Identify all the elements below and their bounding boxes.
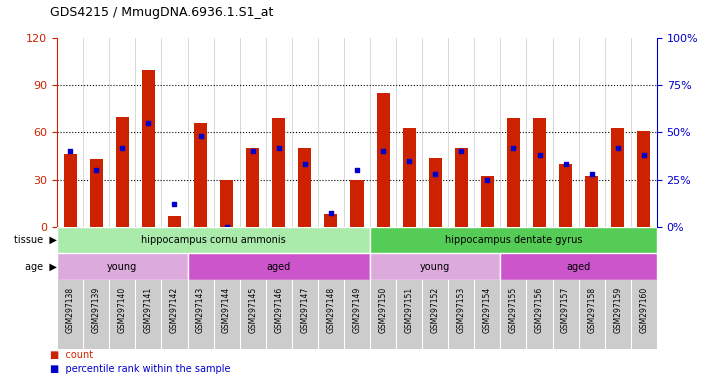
Bar [501, 253, 657, 280]
Text: aged: aged [266, 262, 291, 272]
Bar [370, 253, 501, 280]
Text: GSM297144: GSM297144 [222, 287, 231, 333]
Text: GSM297150: GSM297150 [378, 287, 388, 333]
Text: GSM297154: GSM297154 [483, 287, 492, 333]
Point [116, 144, 128, 151]
Text: GSM297140: GSM297140 [118, 287, 127, 333]
Point [195, 133, 206, 139]
Text: GSM297142: GSM297142 [170, 287, 179, 333]
Text: ■  percentile rank within the sample: ■ percentile rank within the sample [50, 364, 231, 374]
Bar [64, 154, 76, 227]
Bar [188, 253, 370, 280]
Text: GSM297155: GSM297155 [509, 287, 518, 333]
Bar [428, 157, 442, 227]
Text: GSM297138: GSM297138 [66, 287, 75, 333]
Text: GSM297147: GSM297147 [301, 287, 309, 333]
Bar [351, 180, 363, 227]
Text: GSM297148: GSM297148 [326, 287, 336, 333]
Bar [638, 131, 650, 227]
Text: GSM297153: GSM297153 [457, 287, 466, 333]
Point [273, 144, 284, 151]
Bar [90, 159, 103, 227]
Point [299, 161, 311, 167]
Bar [168, 215, 181, 227]
Bar [57, 227, 370, 253]
Text: tissue  ▶: tissue ▶ [14, 235, 57, 245]
Text: GSM297139: GSM297139 [91, 287, 101, 333]
Point [169, 201, 180, 207]
Text: aged: aged [566, 262, 590, 272]
Text: hippocampus dentate gyrus: hippocampus dentate gyrus [445, 235, 582, 245]
Text: GSM297149: GSM297149 [353, 287, 361, 333]
Point [586, 171, 598, 177]
Text: GSM297146: GSM297146 [274, 287, 283, 333]
Point [638, 152, 650, 158]
Point [612, 144, 623, 151]
Text: GSM297158: GSM297158 [587, 287, 596, 333]
Bar [272, 118, 286, 227]
Text: GSM297152: GSM297152 [431, 287, 440, 333]
Text: GSM297151: GSM297151 [405, 287, 413, 333]
Point [560, 161, 571, 167]
Bar [194, 123, 207, 227]
Point [456, 148, 467, 154]
Bar [370, 227, 657, 253]
Point [351, 167, 363, 173]
Bar [507, 118, 520, 227]
Bar [57, 253, 188, 280]
Text: GSM297143: GSM297143 [196, 287, 205, 333]
Point [430, 171, 441, 177]
Point [403, 158, 415, 164]
Text: GDS4215 / MmugDNA.6936.1.S1_at: GDS4215 / MmugDNA.6936.1.S1_at [50, 6, 273, 19]
Text: ■  count: ■ count [50, 350, 93, 360]
Text: GSM297160: GSM297160 [639, 287, 648, 333]
Bar [324, 214, 338, 227]
Text: GSM297159: GSM297159 [613, 287, 623, 333]
Bar [611, 128, 624, 227]
Text: GSM297157: GSM297157 [561, 287, 570, 333]
Point [221, 223, 232, 230]
Bar [403, 128, 416, 227]
Text: GSM297145: GSM297145 [248, 287, 257, 333]
Text: young: young [420, 262, 451, 272]
Bar [533, 118, 546, 227]
Text: GSM297141: GSM297141 [144, 287, 153, 333]
Text: GSM297156: GSM297156 [535, 287, 544, 333]
Text: hippocampus cornu ammonis: hippocampus cornu ammonis [141, 235, 286, 245]
Point [64, 148, 76, 154]
Text: young: young [107, 262, 137, 272]
Point [534, 152, 545, 158]
Point [378, 148, 389, 154]
Bar [142, 70, 155, 227]
Point [247, 148, 258, 154]
Point [91, 167, 102, 173]
Bar [559, 164, 572, 227]
Bar [481, 176, 494, 227]
Bar [298, 148, 311, 227]
Text: age  ▶: age ▶ [25, 262, 57, 272]
Bar [246, 148, 259, 227]
Point [482, 177, 493, 183]
Bar [585, 176, 598, 227]
Point [508, 144, 519, 151]
Bar [376, 93, 390, 227]
Point [325, 210, 336, 217]
Bar [455, 148, 468, 227]
Bar [116, 117, 129, 227]
Point [143, 120, 154, 126]
Bar [220, 180, 233, 227]
